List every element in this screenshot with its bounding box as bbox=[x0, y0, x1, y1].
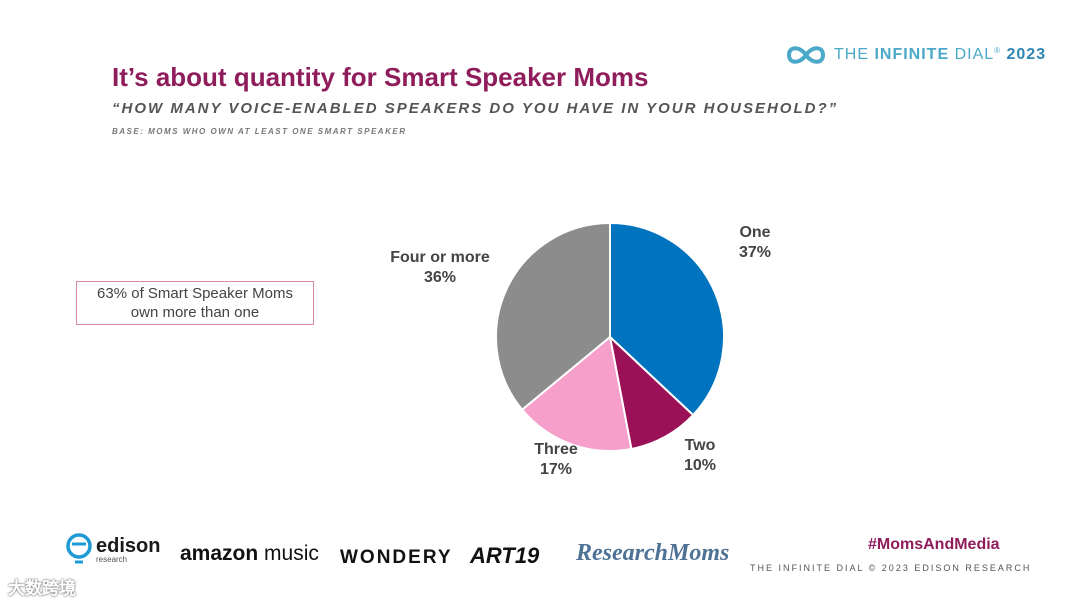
slice-category-label: Four or more bbox=[390, 249, 490, 266]
brand-logo: THE INFINITE DIAL® 2023 bbox=[786, 44, 1046, 66]
pie-slice-three bbox=[520, 335, 633, 452]
wondery-logo: WONDERY bbox=[340, 547, 453, 568]
slice-value-label: 36% bbox=[424, 269, 456, 286]
page-title: It’s about quantity for Smart Speaker Mo… bbox=[112, 62, 649, 92]
pie-chart: One 37% Two 10% Three 17% Four or more 36% bbox=[390, 221, 771, 478]
brand-name: THE INFINITE DIAL® 2023 bbox=[834, 46, 1047, 63]
copyright: THE INFINITE DIAL © 2023 EDISON RESEARCH bbox=[750, 563, 1032, 573]
slice-value-label: 10% bbox=[684, 457, 716, 474]
slice-value-label: 17% bbox=[540, 461, 572, 478]
callout-box: 63% of Smart Speaker Moms own more than … bbox=[76, 281, 314, 325]
edison-bulb-icon bbox=[66, 533, 92, 564]
callout-line-1: 63% of Smart Speaker Moms bbox=[97, 285, 293, 302]
edison-logo: edison research bbox=[64, 532, 160, 568]
pie-slice-two bbox=[608, 334, 695, 451]
pie-slice-four-or-more bbox=[495, 221, 611, 412]
hashtag: #MomsAndMedia bbox=[868, 536, 1000, 553]
amazon-music-logo: amazon music bbox=[180, 542, 319, 565]
research-moms-logo: ResearchMoms bbox=[576, 540, 730, 566]
watermark: 大数跨境 bbox=[8, 579, 76, 598]
question-subtitle: “HOW MANY VOICE-ENABLED SPEAKERS DO YOU … bbox=[112, 100, 839, 117]
art19-logo: ART19 bbox=[470, 543, 540, 568]
callout-line-2: own more than one bbox=[130, 304, 260, 321]
slice-category-label: Two bbox=[685, 437, 716, 454]
base-note: BASE: MOMS WHO OWN AT LEAST ONE SMART SP… bbox=[112, 127, 407, 136]
slice-value-label: 37% bbox=[739, 244, 771, 261]
slice-category-label: One bbox=[739, 224, 770, 241]
pie-slice-one bbox=[609, 221, 725, 417]
slice-category-label: Three bbox=[534, 441, 578, 458]
edison-wordmark: edison bbox=[96, 534, 161, 557]
infinity-icon bbox=[786, 46, 826, 64]
edison-sub: research bbox=[96, 554, 128, 564]
